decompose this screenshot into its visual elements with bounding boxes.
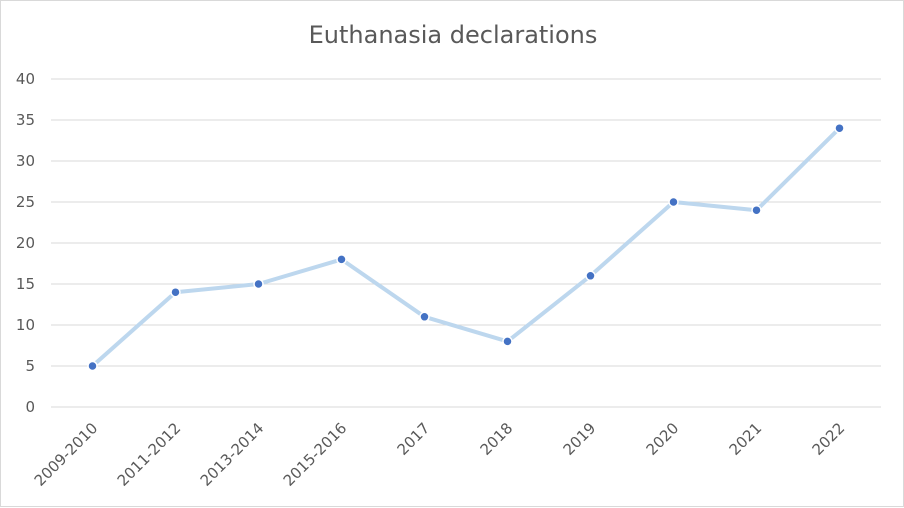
- series-layer: [90, 126, 842, 368]
- y-axis-tick-labels: 0 5 10 15 20 25 30 35 40: [16, 70, 35, 416]
- y-tick-label: 10: [16, 316, 35, 334]
- data-point: [585, 270, 596, 282]
- x-tick-label: 2015-2016: [280, 419, 351, 490]
- data-point: [419, 311, 430, 323]
- y-tick-label: 25: [16, 193, 35, 211]
- y-tick-label: 0: [25, 398, 35, 416]
- x-tick-label: 2013-2014: [197, 419, 268, 490]
- data-point: [668, 196, 679, 208]
- gridlines: [51, 78, 881, 408]
- x-tick-label: 2011-2012: [114, 419, 185, 490]
- x-tick-label: 2021: [726, 419, 766, 459]
- y-tick-label: 5: [25, 357, 35, 375]
- x-axis-tick-labels: 2009-2010 2011-2012 2013-2014 2015-2016 2017…: [31, 419, 849, 490]
- data-point: [170, 286, 181, 298]
- x-tick-label: 2017: [394, 419, 434, 459]
- x-tick-label: 2018: [477, 419, 517, 459]
- y-tick-label: 30: [16, 152, 35, 170]
- x-tick-label: 2020: [643, 419, 683, 459]
- data-point: [502, 336, 513, 347]
- data-point: [87, 360, 98, 372]
- data-point: [336, 254, 347, 265]
- series-line: [90, 126, 842, 368]
- x-tick-label: 2009-2010: [31, 419, 102, 490]
- y-tick-label: 40: [16, 70, 35, 88]
- chart-title: Euthanasia declarations: [308, 21, 598, 49]
- data-point: [751, 204, 762, 216]
- data-points: [87, 122, 845, 372]
- y-tick-label: 15: [16, 275, 35, 293]
- x-tick-label: 2022: [809, 419, 849, 459]
- y-tick-label: 35: [16, 111, 35, 129]
- data-point: [834, 122, 845, 134]
- y-tick-label: 20: [16, 234, 35, 252]
- data-point: [253, 278, 264, 290]
- x-tick-label: 2019: [560, 419, 600, 459]
